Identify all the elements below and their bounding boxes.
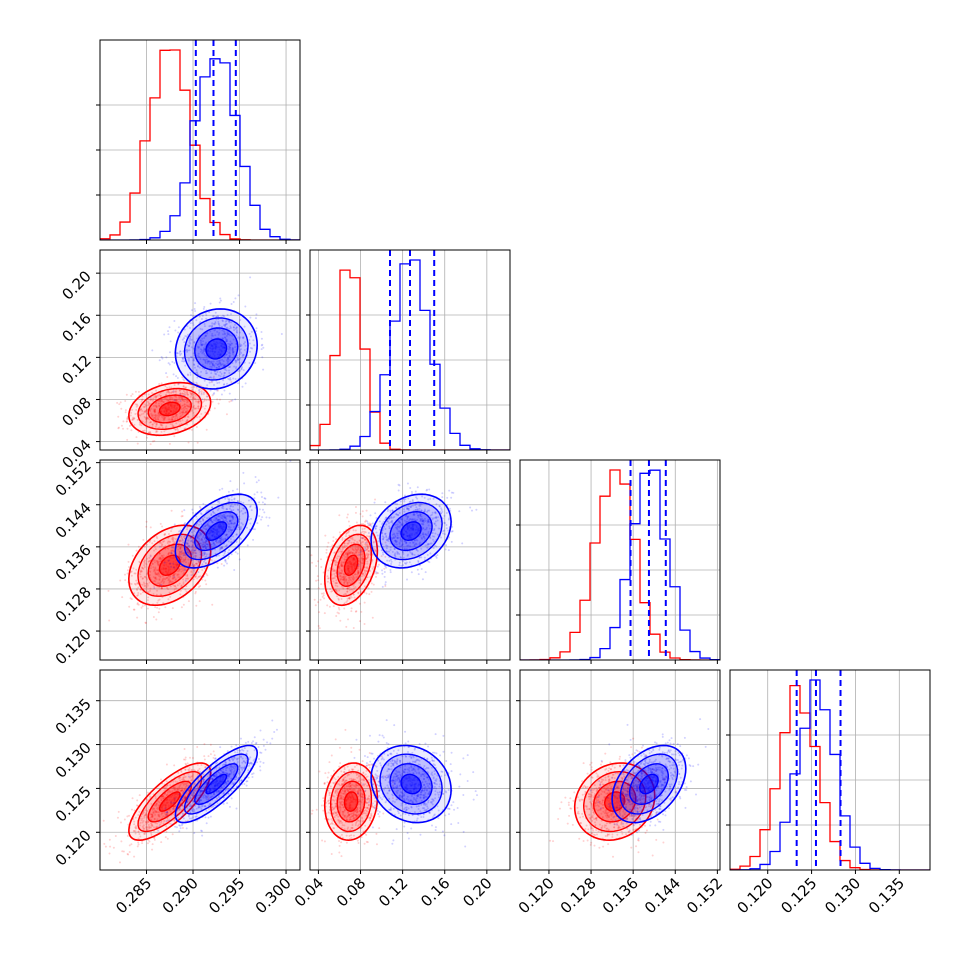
x-tick-label: 0.04 xyxy=(291,874,327,910)
panel-frame xyxy=(99,249,301,451)
y-tick-label: 0.16 xyxy=(58,309,94,345)
x-tick-label: 0.152 xyxy=(683,874,726,917)
panel-plot-area xyxy=(520,670,720,870)
panel-frame xyxy=(309,669,511,871)
x-tick-label: 0.08 xyxy=(333,874,369,910)
y-tick-label: 0.08 xyxy=(58,394,94,430)
contour-series-0 xyxy=(158,554,181,577)
y-tick-label: 0.128 xyxy=(52,583,95,626)
contour-series-1 xyxy=(400,773,422,795)
panel-frame xyxy=(309,459,511,661)
x-tick-label: 0.16 xyxy=(417,874,453,910)
contour-series-1 xyxy=(638,773,659,795)
panel-3-3: 0.120 0.125 0.130 0.135 xyxy=(726,669,931,917)
x-tick-label: 0.300 xyxy=(252,874,295,917)
y-tick-label: 0.125 xyxy=(52,783,95,826)
panel-plot-area xyxy=(730,670,930,870)
panel-plot-area xyxy=(310,460,510,660)
panel-plot-area xyxy=(100,250,300,450)
panel-plot-area xyxy=(310,250,510,450)
x-tick-label: 0.290 xyxy=(159,874,202,917)
contour-series-0 xyxy=(343,554,359,577)
panel-plot-area xyxy=(100,670,300,870)
panel-frame xyxy=(519,669,721,871)
y-tick-label: 0.20 xyxy=(58,267,94,303)
x-tick-label: 0.12 xyxy=(375,874,411,910)
y-tick-label: 0.120 xyxy=(52,625,95,668)
contour-series-0 xyxy=(603,791,626,812)
x-tick-label: 0.120 xyxy=(515,874,558,917)
panel-frame xyxy=(99,459,301,661)
contour-series-1 xyxy=(400,521,422,542)
panel-frame xyxy=(99,669,301,871)
x-tick-label: 0.136 xyxy=(599,874,642,917)
x-tick-label: 0.125 xyxy=(777,874,820,917)
panel-2-1 xyxy=(306,459,511,664)
y-tick-label: 0.136 xyxy=(52,541,95,584)
contour-series-0 xyxy=(343,791,359,812)
contour-series-1 xyxy=(205,338,228,360)
y-tick-label: 0.135 xyxy=(52,695,95,738)
x-tick-label: 0.135 xyxy=(865,874,908,917)
contour-series-0 xyxy=(158,791,181,812)
panel-2-2 xyxy=(516,459,721,664)
y-tick-label: 0.144 xyxy=(52,499,95,542)
panel-3-1: 0.04 0.08 0.12 0.16 0.20 xyxy=(291,669,511,910)
panel-plot-area xyxy=(100,40,300,240)
x-tick-label: 0.130 xyxy=(821,874,864,917)
y-tick-label: 0.12 xyxy=(58,351,94,387)
x-tick-label: 0.144 xyxy=(641,874,684,917)
panel-0-0 xyxy=(96,39,301,244)
y-tick-label: 0.130 xyxy=(52,739,95,782)
panel-frame xyxy=(309,249,511,451)
contour-series-1 xyxy=(205,773,228,795)
x-tick-label: 0.20 xyxy=(459,874,495,910)
panel-1-1 xyxy=(306,249,511,454)
panel-3-2: 0.120 0.128 0.136 0.144 0.152 xyxy=(515,669,726,917)
contour-series-0 xyxy=(158,401,181,417)
panel-plot-area xyxy=(310,670,510,870)
panel-frame xyxy=(729,669,931,871)
x-tick-label: 0.128 xyxy=(557,874,600,917)
x-tick-label: 0.285 xyxy=(112,874,155,917)
contour-series-1 xyxy=(205,521,228,542)
x-tick-label: 0.120 xyxy=(733,874,776,917)
x-tick-label: 0.295 xyxy=(205,874,248,917)
y-tick-label: 0.120 xyxy=(52,826,95,869)
panel-frame xyxy=(99,39,301,241)
panel-frame xyxy=(519,459,721,661)
histogram-series-1 xyxy=(520,469,720,660)
panel-plot-area xyxy=(100,460,300,660)
panel-plot-area xyxy=(520,460,720,660)
panel-1-0: 0.040.080.120.160.20 xyxy=(58,249,301,472)
